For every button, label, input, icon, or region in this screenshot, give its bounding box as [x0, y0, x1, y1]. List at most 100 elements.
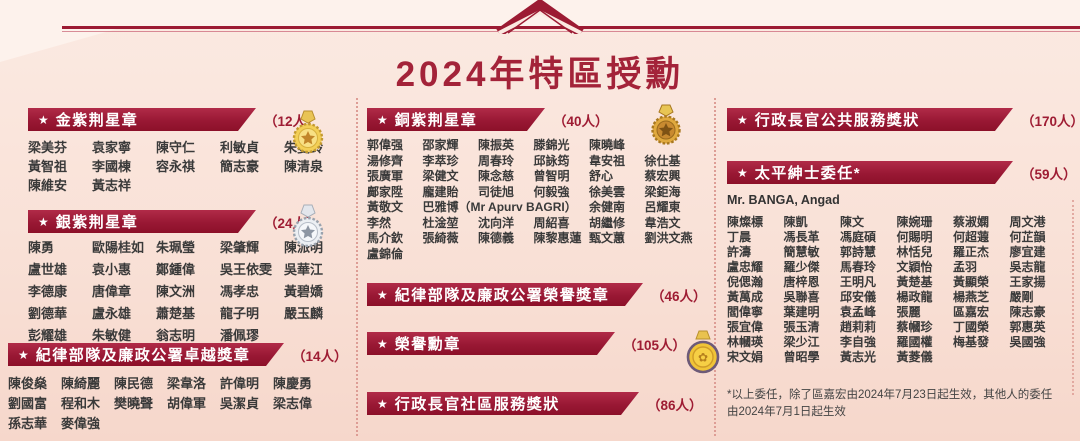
person-name: 陳振英: [478, 138, 515, 152]
person-name: 倪偲瀚: [727, 275, 764, 289]
section-medal-of-honour: ★ 榮譽勳章 （105人） ✿: [367, 330, 723, 374]
person-name: 區嘉宏: [953, 305, 990, 319]
person-name: 蔡淑嫻: [953, 215, 990, 229]
person-name: 李德康: [28, 284, 68, 299]
person-name: 嚴玉麟: [284, 306, 324, 321]
star-icon: ★: [377, 336, 388, 351]
recipient-count: （105人）: [623, 337, 687, 353]
person-name: 梁肇輝: [220, 240, 260, 255]
person-name: 張麗: [896, 305, 921, 319]
person-name: 陳婉珊: [896, 215, 933, 229]
person-name: 黃顯榮: [953, 275, 990, 289]
name-row: 許濤 簡慧敏 郭詩慧 林恬兒 羅正杰 廖宜建: [727, 243, 1066, 259]
person-name: 陳民德: [114, 376, 154, 391]
person-name: 郭詩慧: [840, 245, 877, 259]
person-name: 梁鉅海: [644, 184, 681, 199]
person-name: 潘佩璆: [220, 328, 260, 343]
person-name: 徐仕基: [644, 153, 681, 168]
person-name: 丁國榮: [953, 320, 990, 334]
person-name: 孟羽: [953, 260, 978, 274]
person-name: 黃菱儀: [896, 350, 933, 364]
person-name: 陳燦標: [727, 215, 764, 229]
name-row: 陳俊燊 陳綺麗 陳民德 梁韋洛 許偉明 陳慶勇: [8, 373, 352, 393]
section-header-ribbon: ★ 銀紫荆星章: [28, 210, 256, 233]
name-row: 黃敬文 巴雅博（Mr Apurv BAGRI） 余健南 呂耀東: [367, 198, 707, 214]
person-name: 胡繼修: [589, 215, 626, 230]
person-name: 趙莉莉: [840, 320, 877, 334]
person-name: 盧忠耀: [727, 260, 764, 274]
gold-bauhinia-star-medal-icon: [292, 110, 324, 154]
person-name: 李自強: [840, 335, 877, 349]
person-name: 嚴剛: [1009, 290, 1034, 304]
recipient-count: （40人）: [553, 113, 609, 129]
star-icon: ★: [38, 112, 49, 127]
person-name: 陳德義: [478, 231, 515, 245]
person-name: 陳黎惠蓮: [533, 231, 582, 245]
person-name: 吳潔貞: [220, 396, 260, 411]
person-name: 黃智祖: [28, 159, 68, 174]
person-name: 盧世雄: [28, 262, 68, 277]
section-title: 紀律部隊及廉政公署榮譽獎章: [394, 287, 610, 304]
person-name: 蕭楚基: [156, 306, 196, 321]
person-name: 張廣軍: [367, 169, 404, 183]
section-title: 紀律部隊及廉政公署卓越獎章: [35, 347, 251, 364]
section-bronze-bauhinia-star: ★ 銅紫荆星章 （40人） 郭偉强 邵家輝 陳振英 滕錦光 陳曉峰 湯修齊 李萃珍 周春玲 邱詠…: [367, 104, 707, 261]
person-name: 羅國權: [896, 335, 933, 349]
person-name: 梁美芬: [28, 140, 68, 155]
person-name: 周紹喜: [533, 215, 570, 230]
person-name: 陳維安: [28, 178, 68, 193]
person-name: 王明凡: [840, 275, 877, 289]
person-name: 羅少傑: [783, 260, 820, 274]
person-name: 韋浩文: [644, 215, 681, 230]
name-row: 張宜偉 張玉清 趙莉莉 蔡幗珍 丁國榮 郭惠英: [727, 318, 1066, 334]
person-name: 王家揚: [1009, 275, 1046, 289]
person-name: 何賜明: [896, 230, 933, 244]
person-name: 吳志龍: [1009, 260, 1046, 274]
section-header: ★ 紀律部隊及廉政公署卓越獎章 （14人）: [8, 343, 352, 366]
star-icon: ★: [377, 287, 388, 302]
name-row: 宋文娟 曾昭學 黃志光 黃菱儀: [727, 348, 1066, 364]
person-name: 何毅強: [533, 184, 570, 199]
person-name: 何超蕸: [953, 230, 990, 244]
person-name: 廖宜建: [1009, 245, 1046, 259]
name-row: 張廣軍 梁健文 陳念慈 曾智明 舒心 蔡宏興: [367, 167, 707, 183]
person-name: 滕錦光: [533, 138, 570, 152]
person-name: 鄭鍾偉: [156, 262, 196, 277]
person-name: 朱珮瑩: [156, 240, 196, 255]
star-icon: ★: [737, 112, 748, 127]
silver-bauhinia-star-medal-icon: [292, 204, 324, 248]
person-name: 盧永雄: [92, 306, 132, 321]
person-name: 程和木: [61, 396, 101, 411]
person-name: 沈向洋: [478, 215, 515, 230]
medal-of-honour-icon: ✿: [686, 330, 720, 374]
person-name: 司徒旭: [478, 184, 515, 199]
names-grid: 陳俊燊 陳綺麗 陳民德 梁韋洛 許偉明 陳慶勇 劉國富 程和木 樊曉聲 胡偉軍 吳潔貞 梁志偉 孫志華麥…: [8, 373, 352, 433]
name-row: 李德康 唐偉章 陳文洲 馮孝忠 黃碧嬌: [28, 281, 352, 303]
person-name: 蔡宏興: [644, 169, 681, 183]
person-name: 閻偉寧: [727, 305, 764, 319]
section-header: ★ 紀律部隊及廉政公署榮譽獎章 （46人）: [367, 283, 707, 306]
person-name: 吳聯喜: [783, 290, 820, 304]
person-name: 彭耀雄: [28, 328, 68, 343]
name-row: 郭偉强 邵家輝 陳振英 滕錦光 陳曉峰: [367, 136, 707, 152]
person-name: 李萃珍: [422, 153, 459, 168]
person-name: 劉德華: [28, 306, 68, 321]
name-row: 陳燦標 陳凱 陳文 陳婉珊 蔡淑嫻 周文港: [727, 213, 1066, 229]
person-name: 陳念慈: [478, 169, 515, 183]
person-name: 馮孝忠: [220, 284, 260, 299]
person-name: 唐偉章: [92, 284, 132, 299]
person-name: 劉國富: [8, 396, 48, 411]
person-name: 吳王依雯: [220, 262, 273, 277]
person-name: 杜淦堃: [422, 215, 459, 230]
person-name: 容永祺: [156, 159, 196, 174]
person-name: 許濤: [727, 245, 752, 259]
section-header-ribbon: ★ 榮譽勳章: [367, 332, 615, 355]
person-name: 陳勇: [28, 240, 55, 255]
person-name: 盧錦倫: [367, 246, 404, 261]
person-name: 鄺家陞: [367, 184, 404, 199]
name-row: 劉國富 程和木 樊曉聲 胡偉軍 吳潔貞 梁志偉: [8, 393, 352, 413]
person-name: 翁志明: [156, 328, 196, 343]
section-title: 銀紫荆星章: [55, 214, 139, 231]
person-name: 利敏貞: [220, 140, 260, 155]
name-row: 鄺家陞 龐建貽 司徒旭 何毅強 徐美雲 梁鉅海: [367, 183, 707, 199]
